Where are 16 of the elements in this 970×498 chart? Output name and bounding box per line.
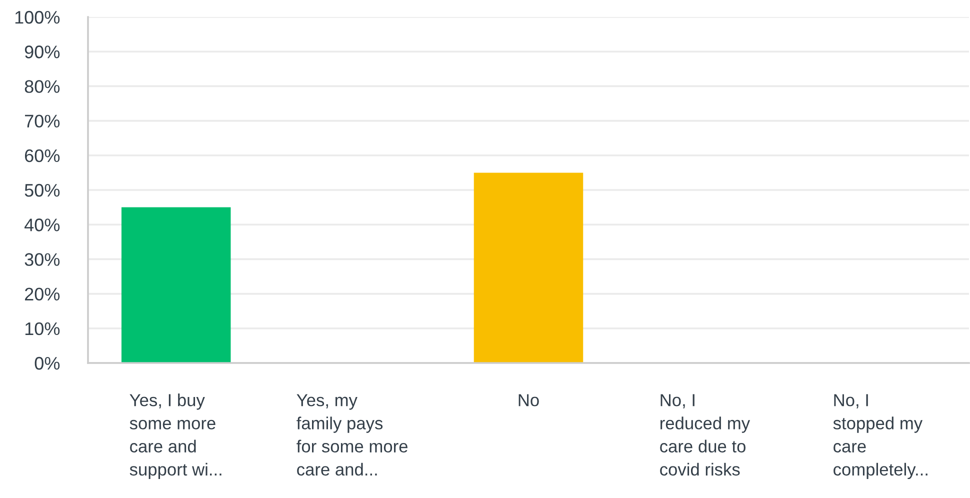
y-tick-label: 90%: [24, 46, 60, 58]
y-tick-label: 100%: [15, 10, 60, 24]
y-tick-label: 60%: [25, 149, 60, 162]
y-tick-label: 40%: [24, 218, 60, 232]
x-tick-label: Yes, my family pays for some more care and...: [296, 394, 408, 476]
y-tick-label: 0%: [34, 356, 60, 370]
y-tick-label: 10%: [25, 322, 60, 336]
y-tick-label: 30%: [24, 253, 60, 266]
x-tick-label: No: [518, 394, 539, 406]
y-tick-label: 80%: [24, 80, 60, 93]
y-tick-label: 50%: [24, 184, 60, 197]
y-tick-label: 20%: [24, 288, 60, 301]
x-tick-label: No, I stopped my care completely...: [833, 394, 928, 480]
x-tick-label: No, I reduced my care due to covid risks: [660, 394, 750, 476]
y-tick-label: 70%: [25, 114, 60, 128]
x-tick-label: Yes, I buy some more care and support wi...: [130, 394, 222, 480]
